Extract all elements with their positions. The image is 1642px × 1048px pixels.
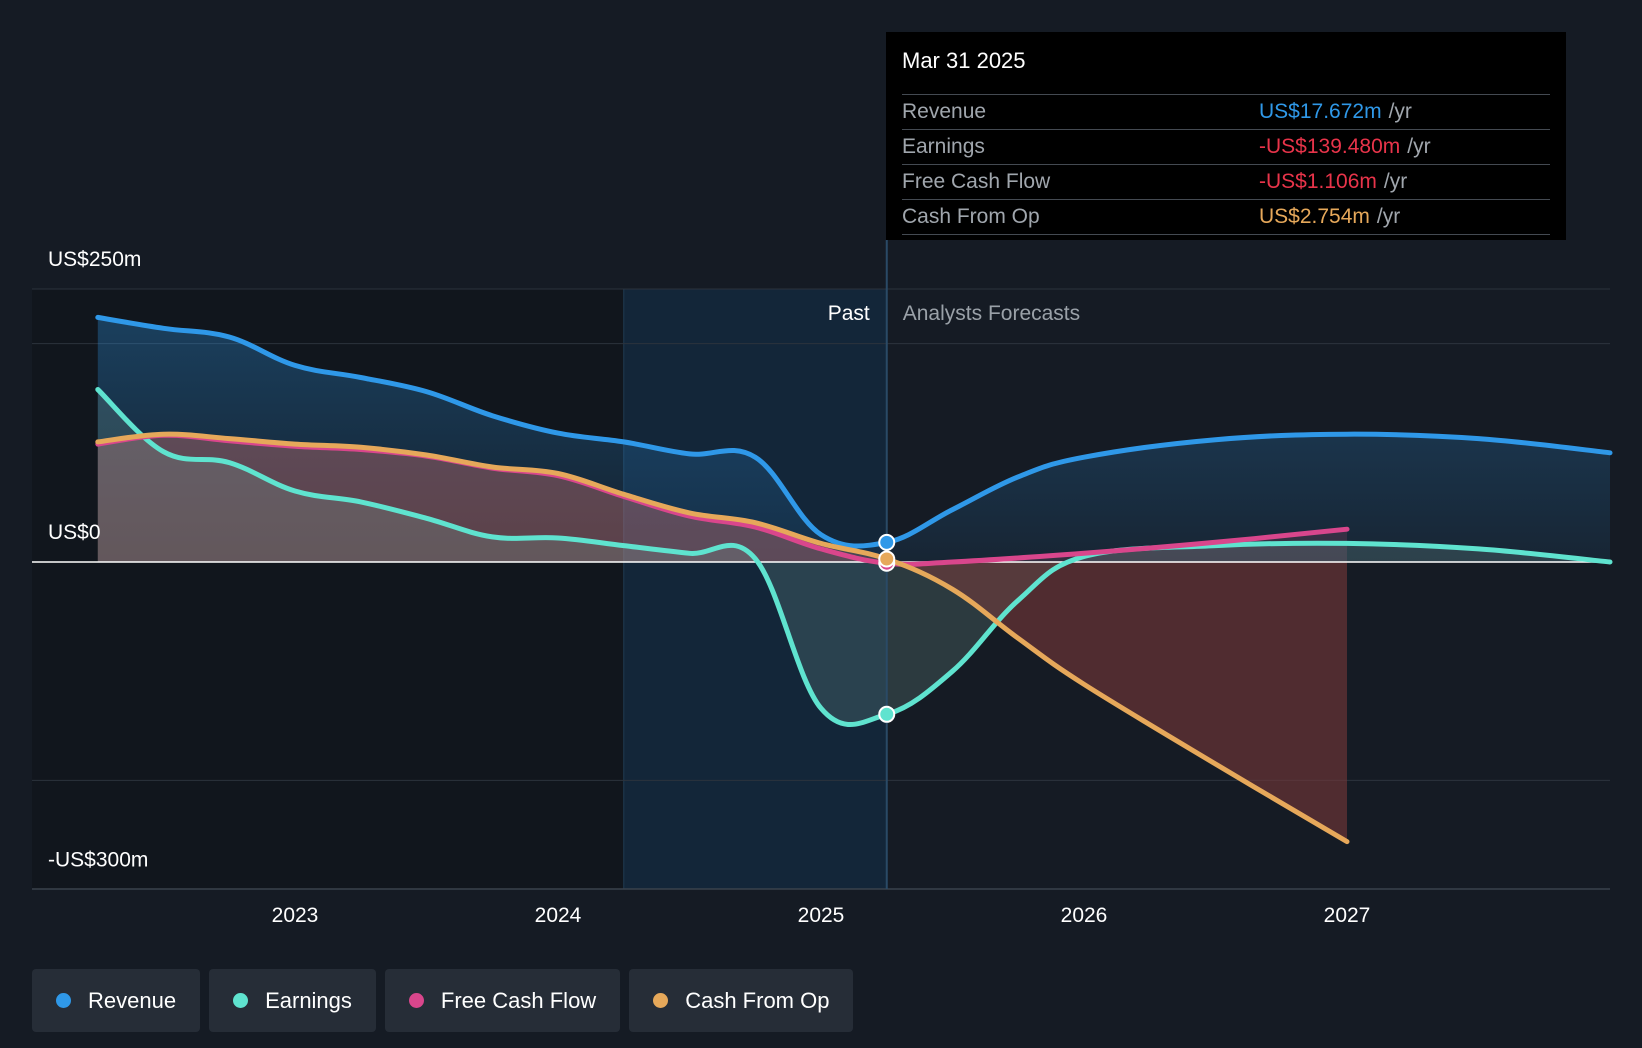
legend-label: Revenue bbox=[88, 987, 177, 1013]
legend-item-revenue[interactable]: Revenue bbox=[32, 969, 201, 1032]
tooltip: Mar 31 2025 Revenue US$17.672m /yr Earni… bbox=[886, 32, 1566, 240]
tooltip-row-cash-from-op: Cash From Op US$2.754m /yr bbox=[902, 199, 1550, 235]
x-tick-label: 2023 bbox=[272, 904, 319, 927]
x-tick-label: 2027 bbox=[1324, 904, 1371, 927]
tooltip-value: US$17.672m bbox=[1259, 100, 1382, 123]
gridlines bbox=[32, 288, 1610, 890]
highlight-region bbox=[623, 289, 887, 889]
line-cash-from-op bbox=[95, 431, 1350, 845]
line-earnings bbox=[95, 387, 1613, 727]
tooltip-label: Free Cash Flow bbox=[902, 170, 1051, 193]
past-label: Past bbox=[828, 302, 870, 325]
x-tick-label: 2024 bbox=[535, 904, 582, 927]
area-earnings bbox=[97, 389, 1610, 725]
marker-earnings[interactable] bbox=[878, 705, 896, 723]
area-revenue bbox=[97, 317, 1610, 562]
tooltip-unit: /yr bbox=[1388, 100, 1412, 123]
legend: Revenue Earnings Free Cash Flow Cash Fro… bbox=[32, 969, 854, 1032]
legend-label: Cash From Op bbox=[685, 987, 830, 1013]
marker-revenue[interactable] bbox=[878, 533, 896, 551]
y-tick-label: US$250m bbox=[48, 248, 141, 271]
tooltip-row-earnings: Earnings -US$139.480m /yr bbox=[902, 129, 1550, 164]
tooltip-label: Cash From Op bbox=[902, 205, 1040, 228]
area-cash-from-op bbox=[97, 434, 1347, 842]
current-markers[interactable] bbox=[878, 533, 896, 723]
y-tick-label: US$0 bbox=[48, 521, 101, 544]
y-axis-labels: US$250m US$0 -US$300m bbox=[48, 248, 148, 872]
legend-label: Free Cash Flow bbox=[440, 987, 597, 1013]
legend-dot-icon bbox=[56, 993, 71, 1008]
tooltip-value: US$2.754m bbox=[1259, 205, 1370, 228]
tooltip-date: Mar 31 2025 bbox=[902, 48, 1026, 73]
legend-item-earnings[interactable]: Earnings bbox=[209, 969, 376, 1032]
tooltip-label: Earnings bbox=[902, 135, 985, 158]
legend-dot-icon bbox=[653, 993, 669, 1008]
tooltip-value: -US$139.480m bbox=[1259, 135, 1401, 158]
area-free-cash-flow bbox=[97, 435, 1347, 565]
tooltip-unit: /yr bbox=[1407, 135, 1431, 158]
tooltip-unit: /yr bbox=[1376, 205, 1401, 228]
legend-dot-icon bbox=[408, 993, 424, 1008]
legend-label: Earnings bbox=[265, 987, 352, 1013]
tooltip-row-revenue: Revenue US$17.672m /yr bbox=[902, 94, 1550, 129]
x-axis-labels: 2023 2024 2025 2026 2027 bbox=[272, 904, 1371, 927]
tooltip-value: -US$1.106m bbox=[1259, 170, 1377, 193]
x-tick-label: 2026 bbox=[1061, 904, 1108, 927]
x-tick-label: 2025 bbox=[798, 904, 845, 927]
marker-cash-from-op[interactable] bbox=[878, 550, 896, 568]
tooltip-unit: /yr bbox=[1383, 170, 1408, 193]
y-tick-label: -US$300m bbox=[48, 849, 148, 872]
tooltip-row-free-cash-flow: Free Cash Flow -US$1.106m /yr bbox=[902, 164, 1550, 199]
line-revenue bbox=[95, 314, 1613, 549]
legend-dot-icon bbox=[233, 993, 249, 1008]
legend-item-cash-from-op[interactable]: Cash From Op bbox=[629, 969, 854, 1032]
tooltip-label: Revenue bbox=[902, 100, 987, 123]
forecast-label: Analysts Forecasts bbox=[903, 302, 1080, 325]
legend-item-free-cash-flow[interactable]: Free Cash Flow bbox=[384, 969, 621, 1032]
series-lines bbox=[95, 314, 1613, 845]
